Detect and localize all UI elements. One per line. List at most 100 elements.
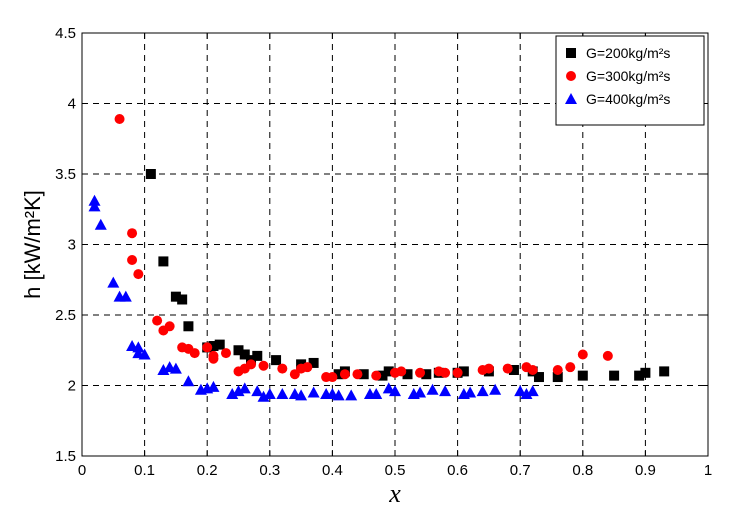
data-point-square — [308, 357, 319, 368]
data-points — [88, 114, 670, 402]
data-point-square — [239, 349, 250, 360]
data-point-triangle — [414, 386, 427, 398]
data-point-triangle — [232, 385, 245, 397]
data-point-square — [158, 256, 169, 267]
data-point-circle — [202, 342, 213, 353]
data-point-square — [552, 372, 563, 383]
legend: G=200kg/m²s G=300kg/m²s G=400kg/m²s — [555, 35, 705, 126]
data-point-triangle — [520, 387, 533, 399]
legend-marker-square — [566, 48, 576, 58]
data-point-square — [233, 345, 244, 356]
data-point-triangle — [389, 385, 401, 397]
data-point-square — [634, 370, 645, 381]
data-point-triangle — [476, 385, 489, 397]
data-point-triangle — [132, 341, 145, 353]
data-point-square — [508, 364, 519, 375]
data-point-circle — [327, 372, 338, 383]
data-point-square — [271, 355, 282, 366]
data-point-circle — [208, 353, 219, 364]
data-point-square — [145, 169, 156, 179]
y-tick-label: 3 — [68, 237, 76, 254]
legend-box — [555, 35, 705, 126]
data-point-triangle — [251, 385, 264, 397]
y-tick-labels: 1.5 2 2.5 3 3.5 4 4.5 — [55, 25, 76, 465]
x-tick-label: 0 — [78, 462, 86, 479]
data-point-triangle — [94, 218, 107, 230]
data-point-triangle — [257, 390, 270, 402]
y-tick-label: 3.5 — [55, 166, 76, 183]
x-tick-label: 0.1 — [134, 462, 155, 479]
data-point-triangle — [263, 387, 276, 399]
data-point-triangle — [238, 382, 251, 394]
data-point-circle — [127, 228, 138, 239]
data-point-circle — [339, 369, 350, 380]
data-point-circle — [164, 321, 175, 332]
data-point-circle — [565, 362, 576, 373]
data-point-circle — [246, 359, 257, 370]
data-point-triangle — [157, 363, 170, 375]
data-point-circle — [302, 362, 313, 373]
data-point-triangle — [107, 276, 120, 288]
data-point-triangle — [489, 383, 502, 395]
data-point-square — [170, 291, 181, 302]
data-point-circle — [552, 364, 563, 375]
data-point-triangle — [426, 383, 439, 395]
data-point-circle — [396, 366, 407, 377]
data-point-square — [358, 369, 369, 380]
data-point-circle — [133, 269, 144, 280]
data-point-square — [333, 369, 344, 380]
x-tick-label: 0.3 — [259, 462, 280, 479]
legend-label: G=400kg/m²s — [586, 91, 670, 107]
data-point-square — [208, 341, 219, 352]
legend-marker-triangle — [565, 93, 577, 104]
data-point-triangle — [464, 386, 477, 398]
y-axis-label: h [kW/m²K] — [20, 190, 45, 299]
data-point-square — [214, 339, 225, 350]
y-tick-label: 4.5 — [55, 25, 76, 42]
data-point-square — [609, 370, 620, 381]
x-tick-label: 0.8 — [572, 462, 593, 479]
data-point-triangle — [276, 387, 289, 399]
x-tick-label: 0.5 — [385, 462, 406, 479]
data-point-triangle — [119, 290, 132, 302]
data-point-circle — [371, 370, 382, 381]
data-point-square — [458, 366, 469, 377]
data-point-triangle — [182, 375, 195, 387]
x-axis-label: x — [388, 479, 401, 508]
x-tick-label: 0.6 — [447, 462, 468, 479]
y-tick-label: 2.5 — [55, 307, 76, 324]
data-point-square — [659, 366, 670, 377]
data-point-triangle — [207, 380, 220, 392]
data-point-triangle — [169, 362, 182, 374]
data-point-square — [377, 370, 388, 381]
legend-label: G=300kg/m²s — [586, 68, 670, 84]
x-tick-label: 0.9 — [635, 462, 656, 479]
legend-label: G=200kg/m²s — [586, 45, 670, 61]
y-tick-label: 2 — [68, 378, 76, 395]
data-point-circle — [527, 364, 538, 375]
tick-marks — [81, 32, 709, 457]
data-point-square — [421, 369, 432, 380]
data-point-circle — [483, 363, 494, 374]
x-tick-label: 0.7 — [510, 462, 531, 479]
data-point-triangle — [439, 385, 452, 397]
data-point-square — [640, 367, 651, 378]
data-point-circle — [577, 349, 588, 360]
data-point-triangle — [382, 382, 395, 394]
x-tick-label: 0.4 — [322, 462, 343, 479]
data-point-circle — [277, 363, 288, 374]
data-point-triangle — [88, 200, 101, 212]
data-point-triangle — [332, 389, 345, 401]
data-point-circle — [189, 348, 200, 359]
x-tick-label: 1 — [704, 462, 712, 479]
y-tick-label: 4 — [68, 96, 76, 113]
data-point-triangle — [295, 389, 308, 401]
data-point-circle — [152, 315, 163, 326]
data-point-triangle — [526, 385, 539, 397]
data-point-square — [383, 366, 394, 377]
data-point-triangle — [514, 385, 527, 397]
data-point-circle — [602, 350, 613, 361]
data-point-circle — [220, 348, 231, 359]
data-point-square — [533, 372, 544, 383]
